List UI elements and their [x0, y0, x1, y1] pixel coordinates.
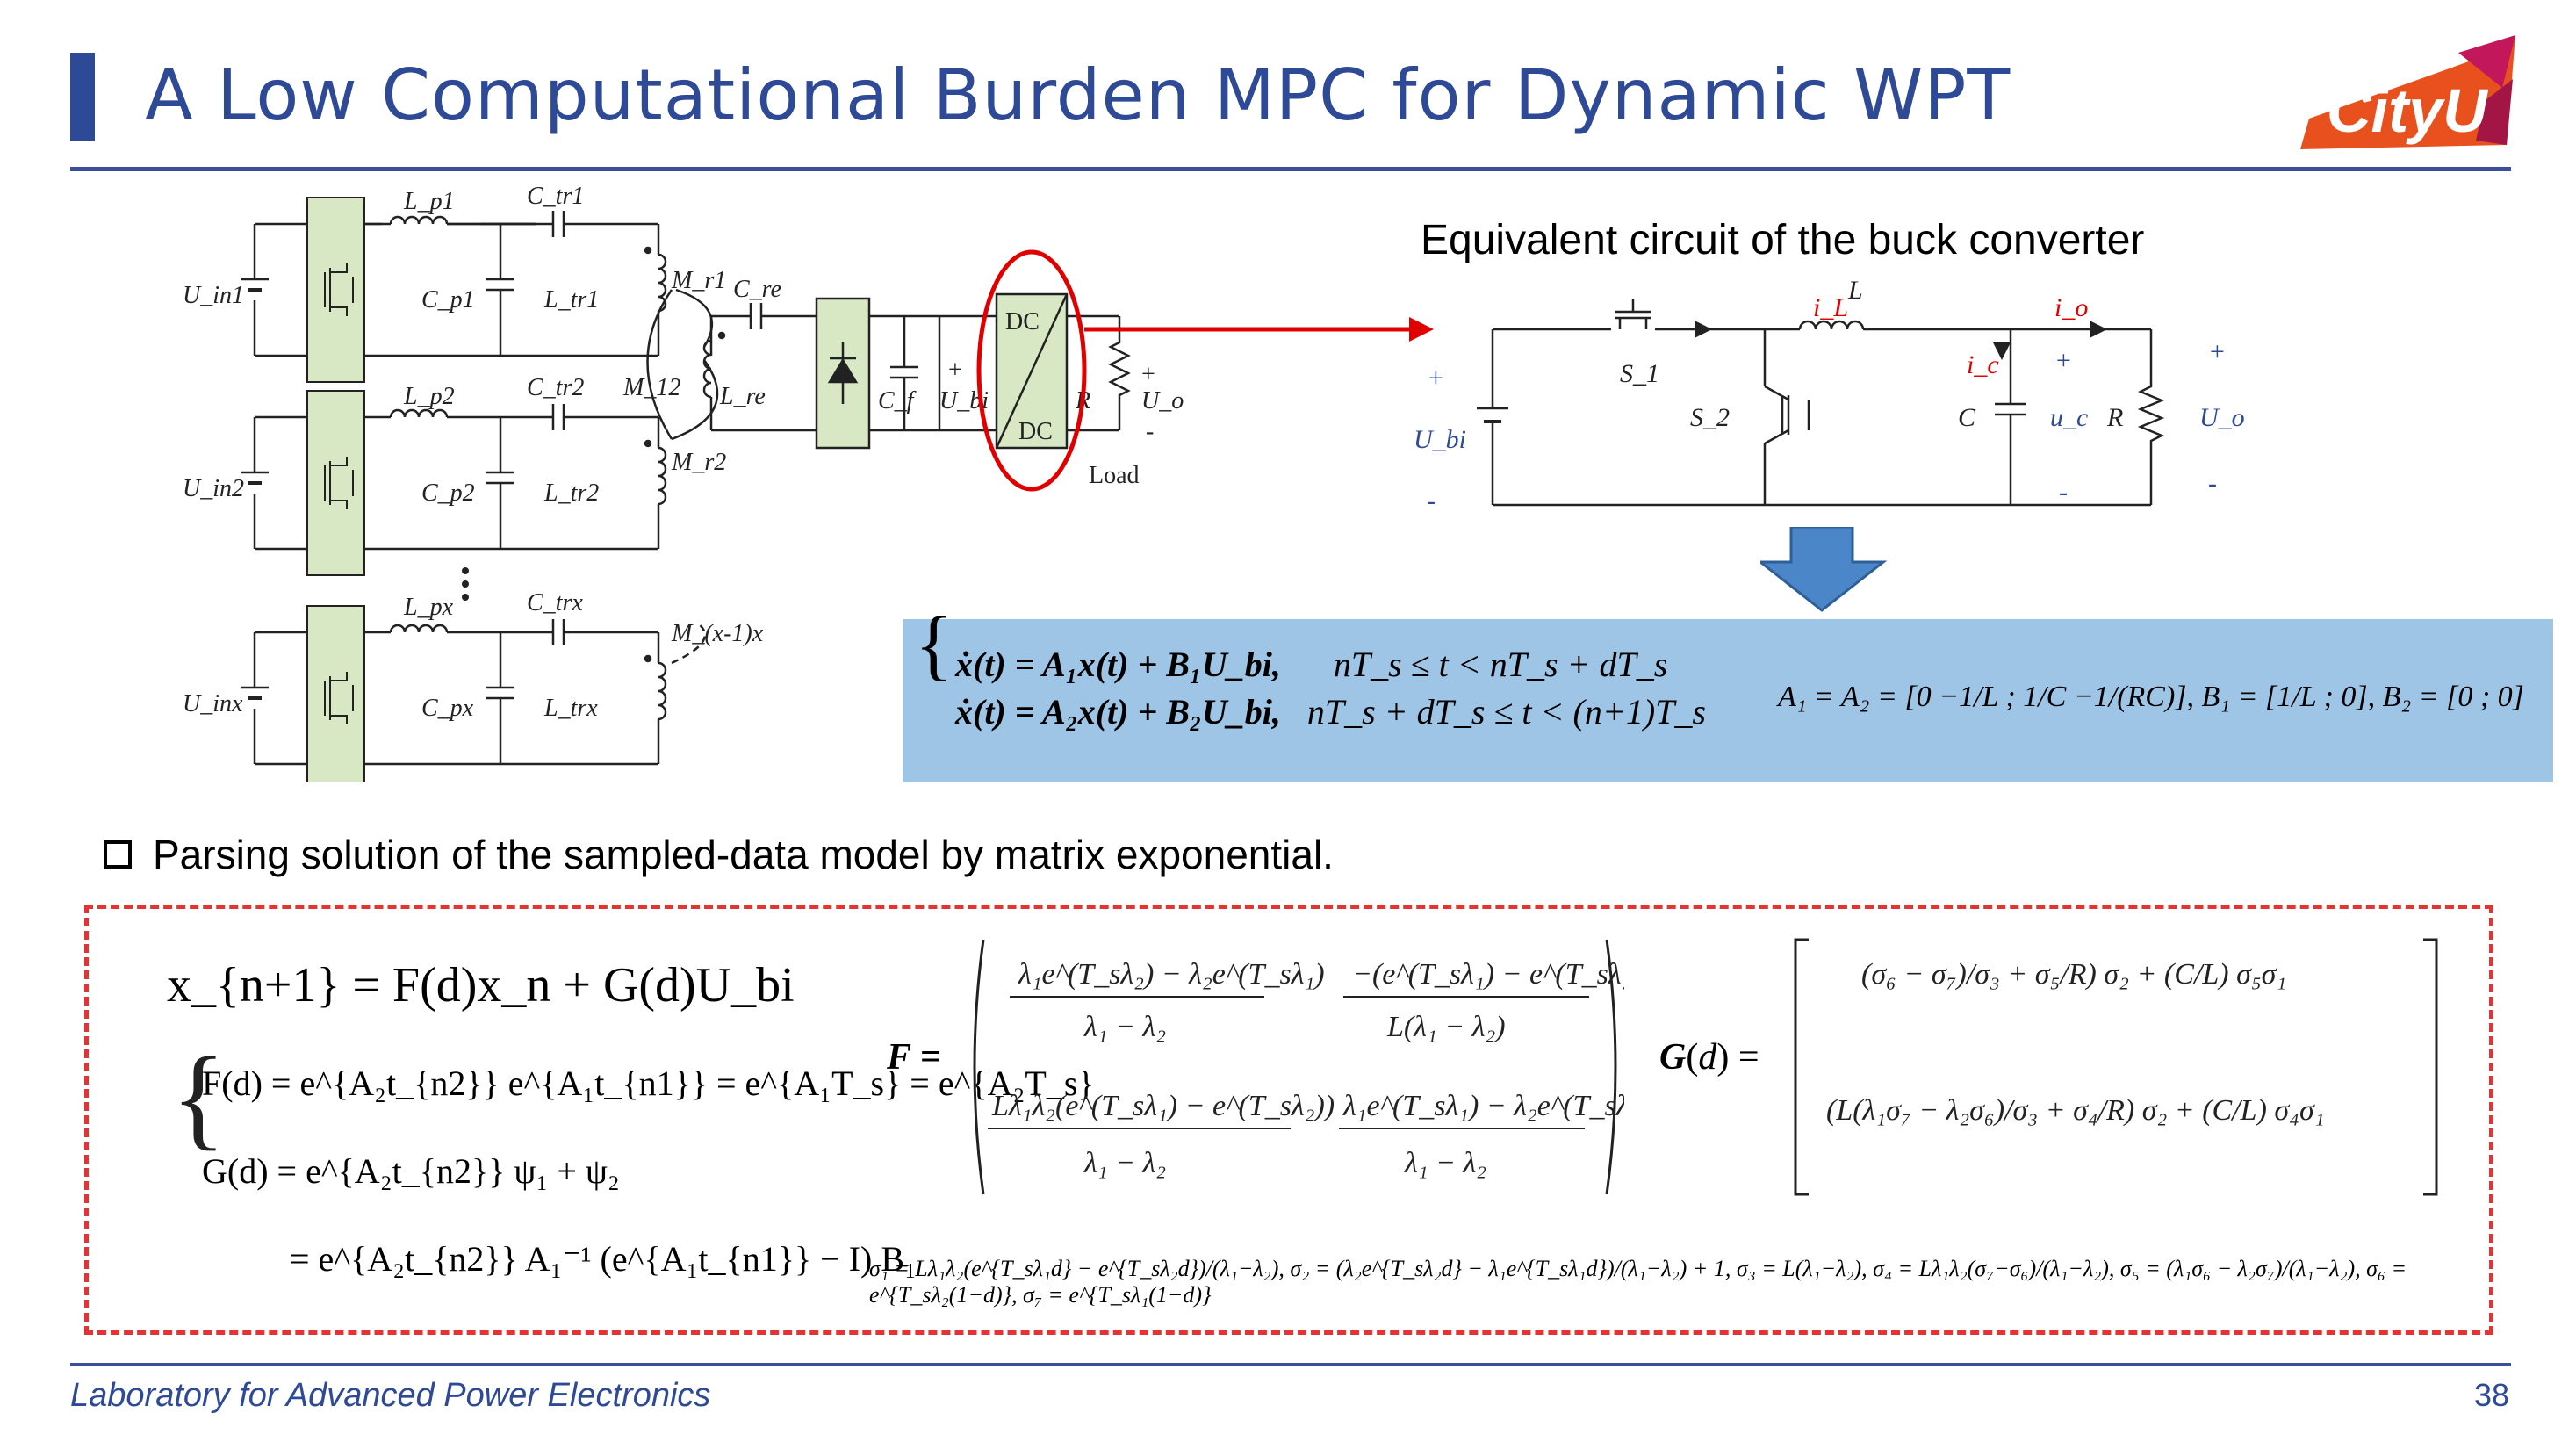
state-equation-box	[903, 619, 2553, 782]
m12-label: M_12	[622, 374, 680, 401]
x-next-equation: x_{n+1} = F(d)x_n + G(d)U_bi	[167, 958, 795, 1013]
sigma-definitions: σ₁ = Lλ₁λ₂(e^{T_sλ₁d} − e^{T_sλ₂d})/(λ₁−…	[869, 1256, 2407, 1308]
mosfet-blocks	[306, 197, 365, 782]
svg-text:L(λ₁ − λ₂): L(λ₁ − λ₂)	[1386, 1011, 1506, 1043]
ctr1-label: C_tr1	[527, 184, 584, 210]
f-definition: F(d) = e^{A₂t_{n2}} e^{A₁t_{n1}} = e^{A₁…	[202, 1063, 1095, 1103]
svg-text:-: -	[1146, 418, 1154, 445]
f-matrix-label: F =	[887, 1037, 941, 1078]
cf-label: C_f	[878, 387, 917, 415]
uinx-label: U_inx	[183, 690, 243, 717]
io-label: i_o	[2054, 293, 2088, 322]
lre-label: L_re	[719, 383, 766, 410]
svg-text:-: -	[2208, 469, 2217, 498]
down-arrow-icon	[1760, 527, 1888, 612]
svg-text:−(e^(T_sλ₁) − e^(T_sλ₂)): −(e^(T_sλ₁) − e^(T_sλ₂))	[1352, 958, 1624, 991]
state-eq-line2: ẋ(t) = A₂x(t) + B₂U_bi,	[955, 692, 1281, 732]
page-number: 38	[2473, 1377, 2509, 1413]
lpx-label: L_px	[403, 594, 454, 621]
state-eq-cond1: nT_s ≤ t < nT_s + dT_s	[1333, 645, 1668, 684]
svg-text:λ₁ − λ₂: λ₁ − λ₂	[1404, 1147, 1486, 1179]
uc-label: u_c	[2050, 403, 2088, 432]
dcdc-highlight	[976, 249, 1087, 492]
ltr1-label: L_tr1	[543, 286, 599, 314]
svg-text:λ₁ − λ₂: λ₁ − λ₂	[1083, 1147, 1166, 1179]
title-accent-bar	[70, 53, 95, 141]
state-eq-line1: ẋ(t) = A₁x(t) + B₁U_bi,	[955, 645, 1281, 684]
cp1-label: C_p1	[421, 286, 475, 314]
red-arrow-icon	[1084, 317, 1434, 342]
mx-label: M_(x-1)x	[671, 620, 764, 647]
lp1-label: L_p1	[403, 188, 455, 215]
s2-label: S_2	[1690, 403, 1730, 432]
svg-text:+: +	[1427, 364, 1444, 393]
cp2-label: C_p2	[421, 479, 475, 507]
mr2-label: M_r2	[671, 449, 726, 476]
page-title: A Low Computational Burden MPC for Dynam…	[145, 54, 2011, 136]
state-eq-cond2: nT_s + dT_s ≤ t < (n+1)T_s	[1306, 692, 1706, 732]
equiv-circuit-caption: Equivalent circuit of the buck converter	[1421, 217, 2145, 263]
svg-text:-: -	[1427, 487, 1436, 515]
uin2-label: U_in2	[183, 475, 244, 502]
svg-text:+: +	[2208, 337, 2226, 366]
il-label: i_L	[1813, 293, 1848, 322]
svg-text:Lλ₁λ₂(e^(T_sλ₁) − e^(T_sλ₂)): Lλ₁λ₂(e^(T_sλ₁) − e^(T_sλ₂))	[991, 1090, 1335, 1122]
uo-label: U_o	[2199, 403, 2245, 432]
uo-left-label: U_o	[1141, 387, 1184, 415]
svg-text:(σ₆ − σ₇)/σ₃ + σ₅/R) σ₂ + (C/L: (σ₆ − σ₇)/σ₃ + σ₅/R) σ₂ + (C/L) σ₅σ₁	[1861, 958, 2286, 991]
cityu-logo: CityU	[2300, 35, 2515, 149]
ctrx-label: C_trx	[527, 589, 583, 616]
svg-text:+: +	[2054, 346, 2072, 375]
g-matrix: (σ₆ − σ₇)/σ₃ + σ₅/R) σ₂ + (C/L) σ₅σ₁ (L(…	[1794, 938, 2438, 1196]
ubi-label: U_bi	[1414, 425, 1466, 454]
cpx-label: C_px	[421, 695, 474, 722]
buck-converter-circuit: + U_bi - L i_L i_o i_c S_1 S_2 C u_c + -…	[1414, 276, 2245, 515]
mr1-label: M_r1	[671, 267, 726, 294]
svg-text:(L(λ₁σ₇ − λ₂σ₆)/σ₃ + σ₄/R) σ₂: (L(λ₁σ₇ − λ₂σ₆)/σ₃ + σ₄/R) σ₂ + (C/L) σ₄…	[1826, 1094, 2325, 1127]
svg-text:CityU: CityU	[2327, 76, 2488, 145]
svg-text:+: +	[948, 357, 962, 384]
r-label: R	[2106, 403, 2123, 432]
brace-icon: {	[171, 1034, 227, 1161]
header-rule	[70, 167, 2511, 171]
svg-text:+: +	[1141, 361, 1155, 388]
l-label: L	[1847, 276, 1863, 305]
g-definition: G(d) = e^{A₂t_{n2}} ψ₁ + ψ₂	[202, 1151, 620, 1191]
uin1-label: U_in1	[183, 282, 244, 309]
lab-name: Laboratory for Advanced Power Electronic…	[70, 1377, 711, 1414]
ltr2-label: L_tr2	[543, 479, 599, 507]
svg-text:λ₁e^(T_sλ₁) − λ₂e^(T_sλ₂): λ₁e^(T_sλ₁) − λ₂e^(T_sλ₂)	[1342, 1090, 1624, 1122]
footer-rule	[70, 1363, 2511, 1366]
bullet-item: Parsing solution of the sampled-data mod…	[104, 831, 1334, 878]
dc-top-label: DC	[1005, 308, 1040, 335]
s1-label: S_1	[1620, 359, 1659, 388]
ltrx-label: L_trx	[543, 695, 598, 722]
svg-text:λ₁ − λ₂: λ₁ − λ₂	[1083, 1011, 1166, 1043]
ic-label: i_c	[1967, 350, 1999, 379]
solution-box	[84, 905, 2493, 1335]
bullet-text: Parsing solution of the sampled-data mod…	[153, 832, 1334, 877]
svg-text:-: -	[2059, 478, 2068, 507]
g-matrix-label: G(d) =	[1659, 1037, 1759, 1078]
checkbox-bullet-icon	[104, 840, 132, 869]
ctr2-label: C_tr2	[527, 374, 584, 401]
lp2-label: L_p2	[403, 383, 455, 410]
state-matrices: A₁ = A₂ = [0 −1/L ; 1/C −1/(RC)], B₁ = […	[1778, 681, 2524, 713]
load-label: Load	[1089, 462, 1140, 489]
cre-label: C_re	[733, 276, 781, 303]
dc-bottom-label: DC	[1018, 418, 1053, 445]
g-definition-expanded: = e^{A₂t_{n2}} A₁⁻¹ (e^{A₁t_{n1}} − I) B…	[290, 1239, 917, 1279]
svg-text:λ₁e^(T_sλ₂) − λ₂e^(T_sλ₁): λ₁e^(T_sλ₂) − λ₂e^(T_sλ₁)	[1018, 958, 1325, 991]
f-matrix: λ₁e^(T_sλ₂) − λ₂e^(T_sλ₁) λ₁ − λ₂ −(e^(T…	[973, 939, 1624, 1195]
c-label: C	[1958, 403, 1976, 432]
state-eq-piecewise: { ẋ(t) = A₁x(t) + B₁U_bi, nT_s ≤ t < nT_…	[915, 602, 1706, 732]
